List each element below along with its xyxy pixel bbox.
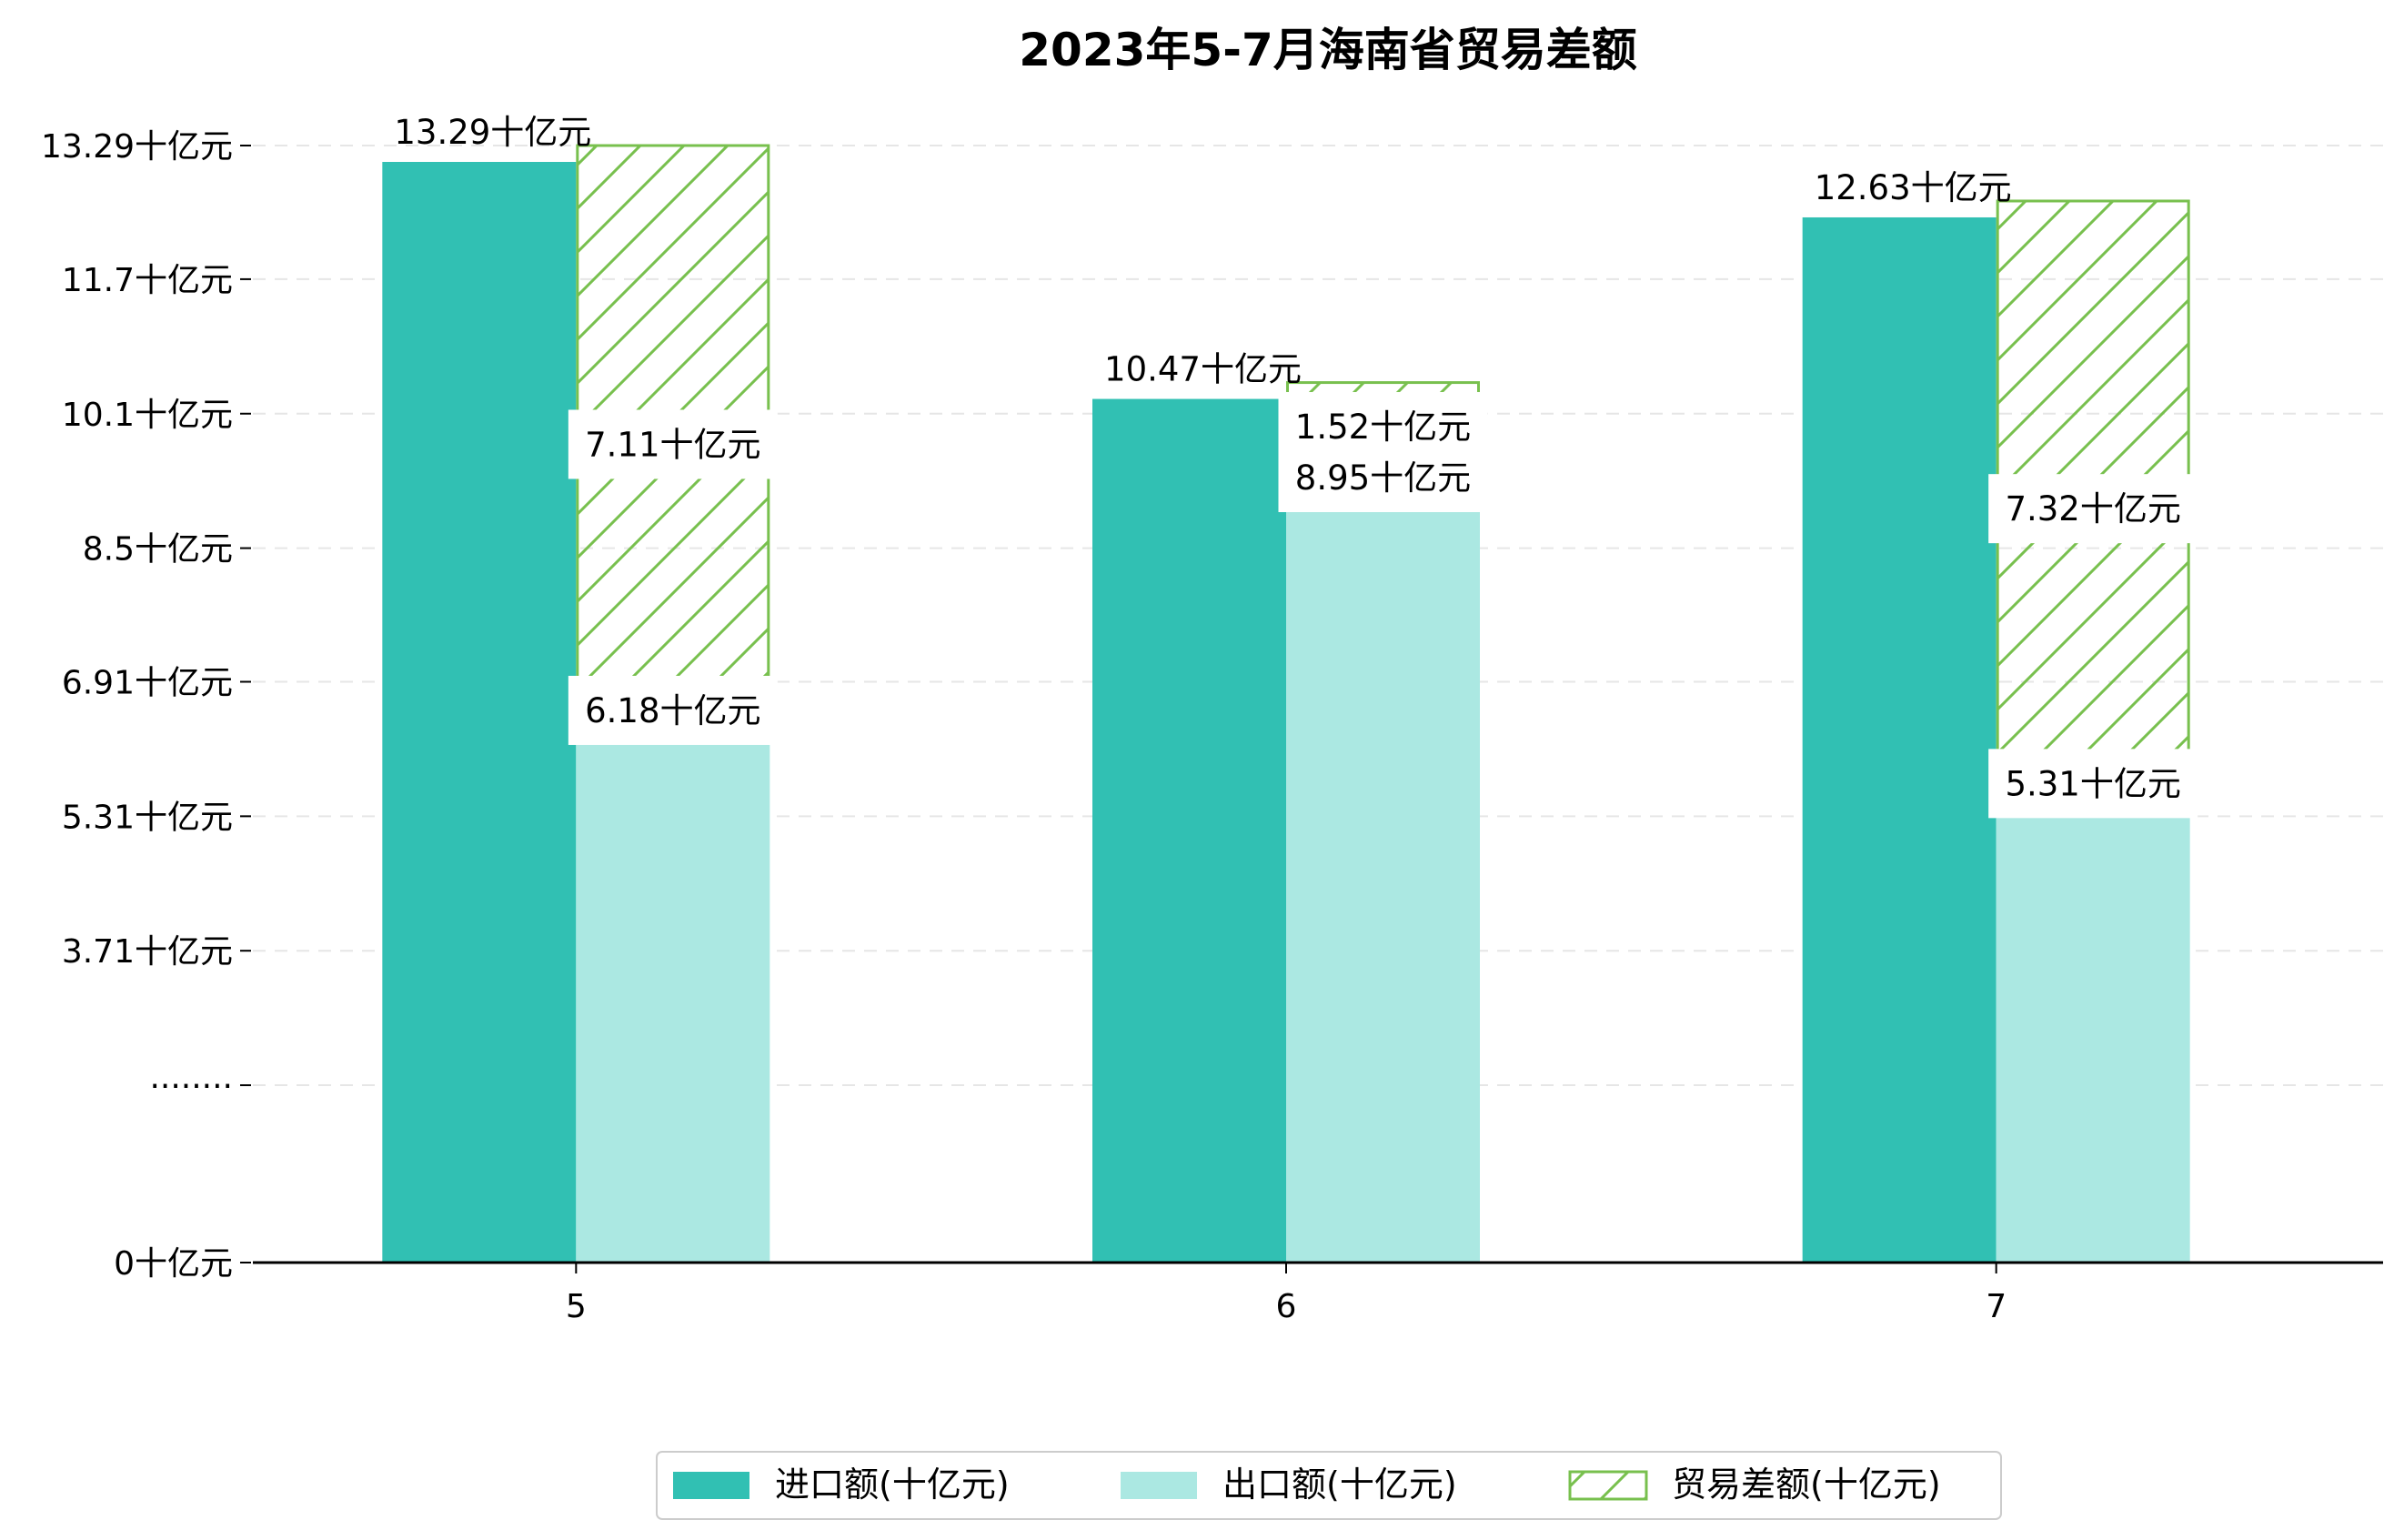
legend: 进口额(十亿元) 出口额(十亿元) 贸易差额(十亿元) bbox=[656, 1451, 2002, 1520]
x-tick-label: 5 bbox=[566, 1288, 587, 1325]
legend-label-export: 出口额(十亿元) bbox=[1222, 1465, 1457, 1505]
export-value-label-bg bbox=[1988, 749, 2198, 819]
import-value-label: 12.63十亿元 bbox=[1815, 168, 2012, 207]
data-labels: 13.29十亿元 7.11十亿元 6.18十亿元 10.47十亿元 1.52十亿元 8.9… bbox=[394, 113, 2198, 819]
balance-value-label: 7.11十亿元 bbox=[585, 425, 760, 464]
import-bar bbox=[382, 162, 577, 1263]
legend-label-balance: 贸易差额(十亿元) bbox=[1672, 1465, 1941, 1505]
export-value-label-bg bbox=[568, 675, 778, 745]
import-value-label: 13.29十亿元 bbox=[394, 113, 591, 152]
balance-value-label-bg bbox=[568, 409, 778, 479]
balance-value-label-bg bbox=[1988, 474, 2198, 544]
legend-swatch-balance bbox=[1568, 1470, 1648, 1501]
import-bar bbox=[1092, 398, 1286, 1263]
y-tick-label: 11.7十亿元 bbox=[62, 262, 233, 299]
import-bar bbox=[1802, 216, 1997, 1263]
x-tick-label: 6 bbox=[1276, 1288, 1297, 1325]
y-tick-label: 3.71十亿元 bbox=[62, 933, 233, 971]
export-value-label: 5.31十亿元 bbox=[2005, 764, 2180, 803]
y-tick-label: ········ bbox=[149, 1068, 233, 1105]
import-value-label: 10.47十亿元 bbox=[1104, 350, 1302, 389]
balance-value-label: 1.52十亿元 bbox=[1295, 408, 1471, 447]
x-tick-label: 7 bbox=[1986, 1288, 2007, 1325]
y-tick-label: 5.31十亿元 bbox=[62, 799, 233, 836]
y-tick-label: 13.29十亿元 bbox=[41, 128, 233, 166]
balance-value-label: 7.32十亿元 bbox=[2005, 489, 2180, 528]
legend-box bbox=[656, 1451, 2002, 1520]
export-value-label-bg bbox=[1278, 443, 1488, 513]
legend-swatch-import bbox=[673, 1472, 749, 1499]
y-tick-label: 0十亿元 bbox=[114, 1245, 233, 1283]
export-value-label: 8.95十亿元 bbox=[1295, 458, 1471, 498]
axes: 0十亿元 ········ 3.71十亿元 5.31十亿元 6.91十亿元 8.5十亿元 1… bbox=[41, 128, 2383, 1325]
legend-label-import: 进口额(十亿元) bbox=[775, 1465, 1010, 1505]
chart-title: 2023年5-7月海南省贸易差额 bbox=[1019, 24, 1637, 76]
export-bar bbox=[1996, 816, 2190, 1263]
export-value-label: 6.18十亿元 bbox=[585, 691, 760, 730]
export-bar bbox=[576, 742, 770, 1263]
y-tick-label: 8.5十亿元 bbox=[83, 531, 233, 569]
y-tick-label: 10.1十亿元 bbox=[62, 397, 233, 434]
y-tick-label: 6.91十亿元 bbox=[62, 665, 233, 702]
export-bar bbox=[1286, 510, 1480, 1263]
legend-swatch-export bbox=[1121, 1472, 1197, 1499]
